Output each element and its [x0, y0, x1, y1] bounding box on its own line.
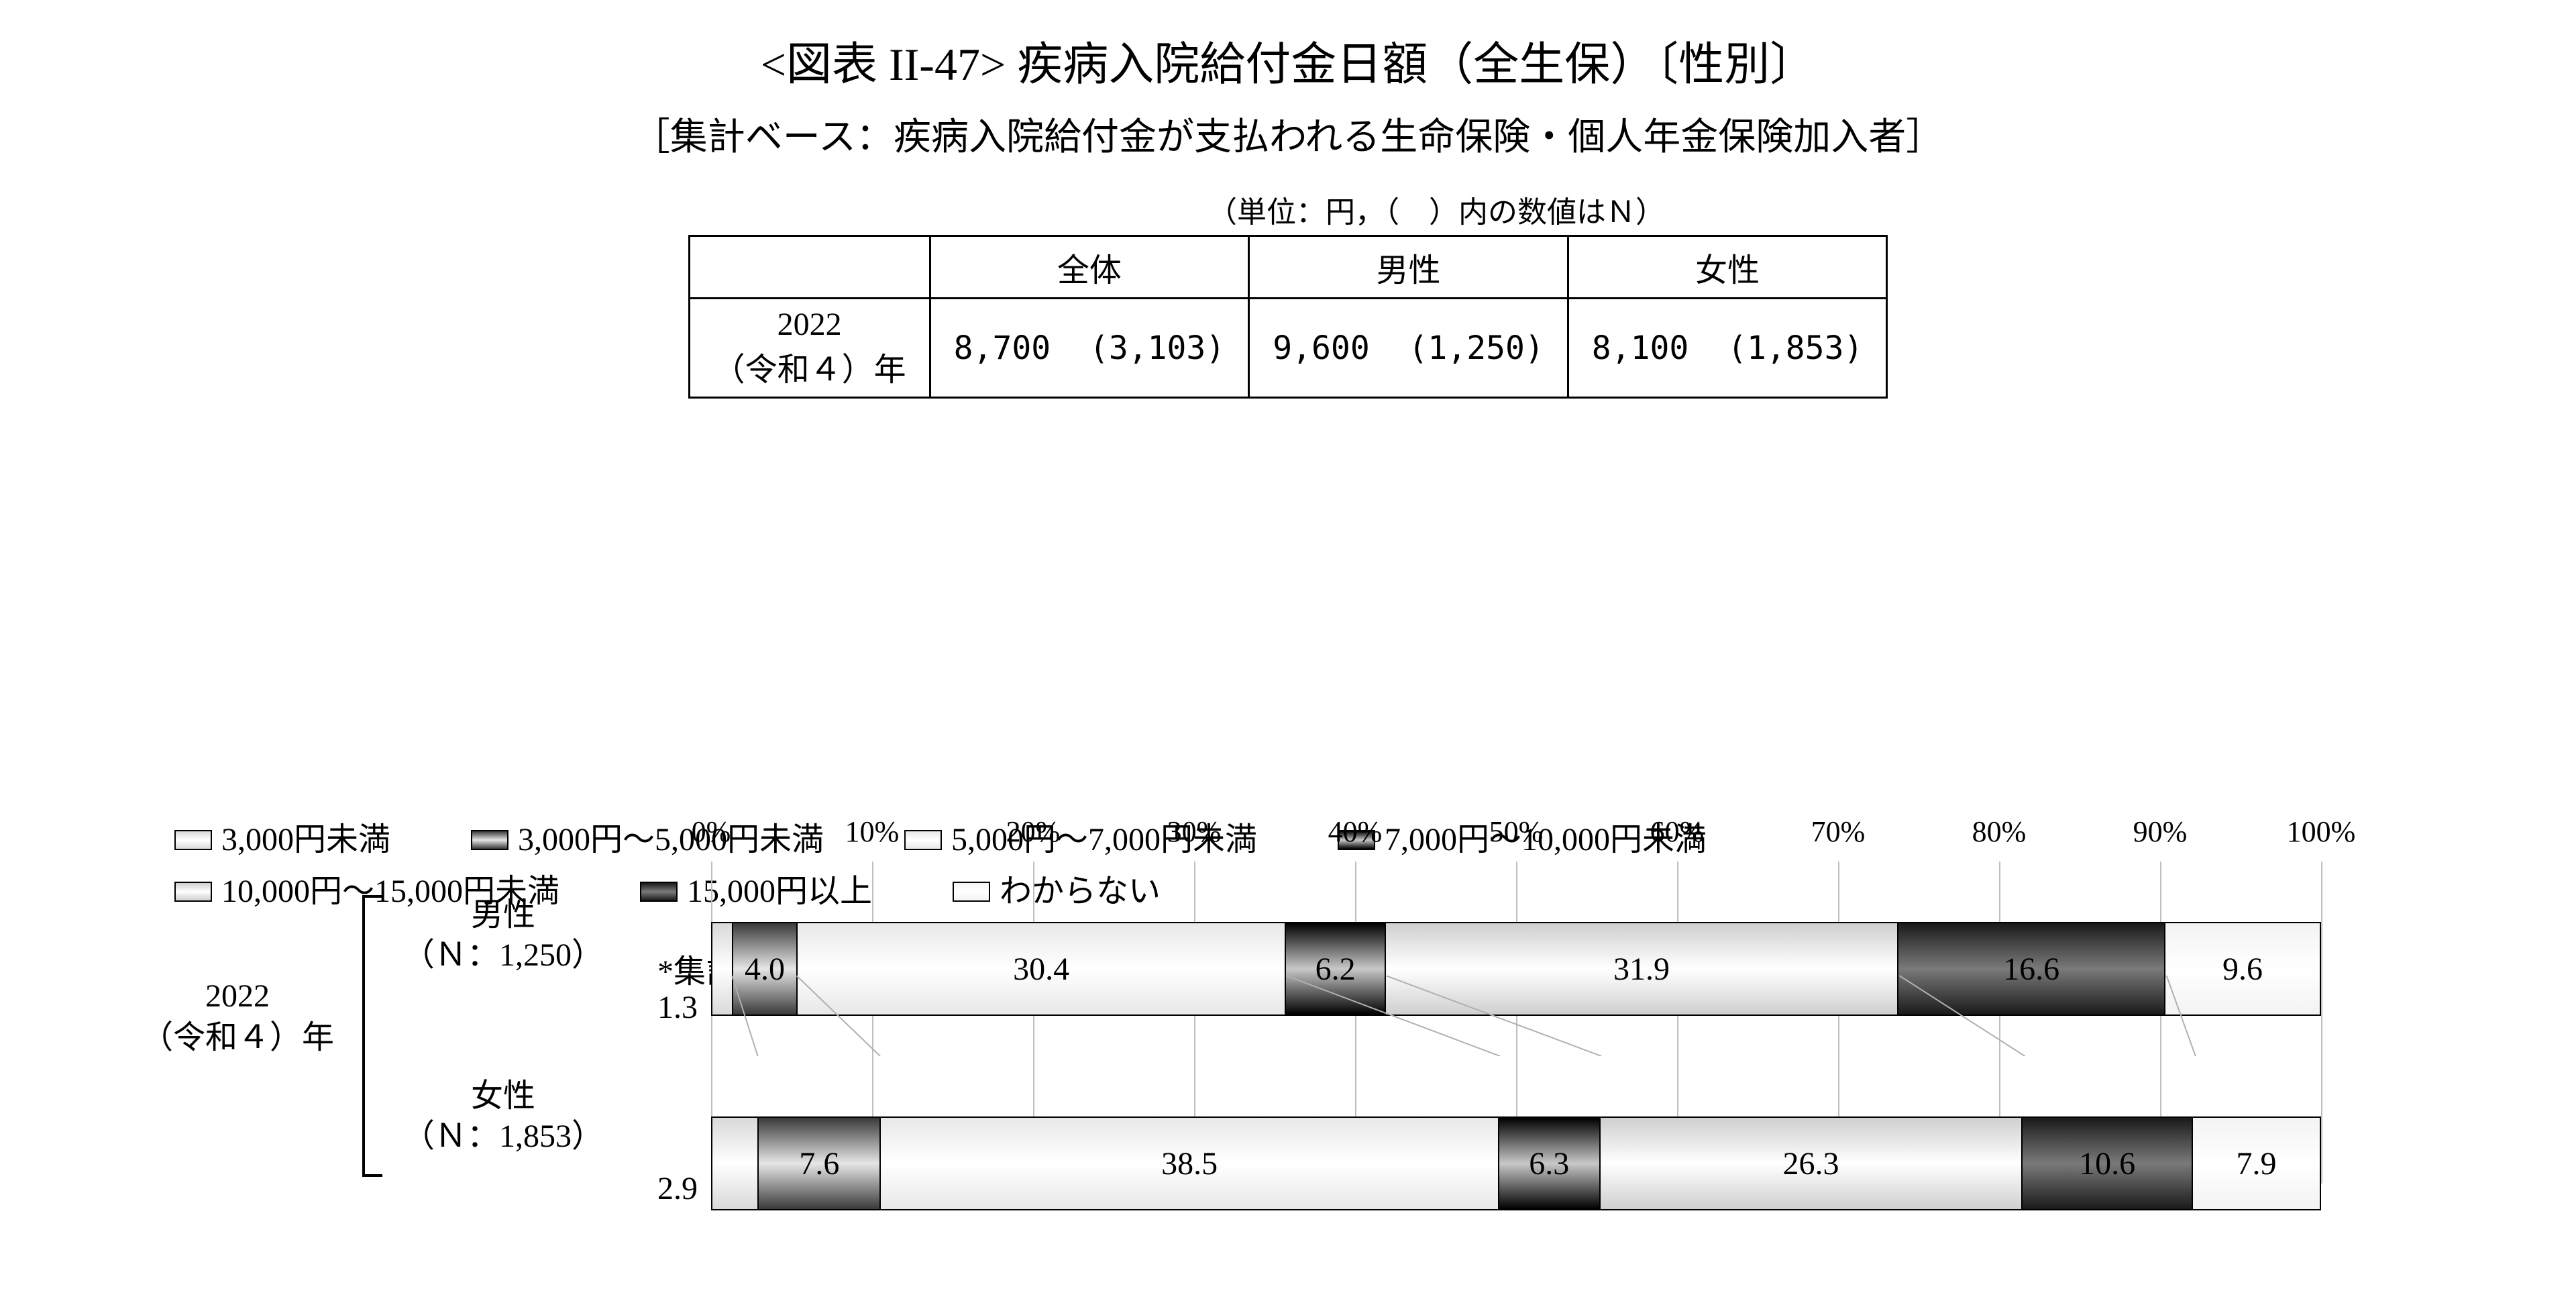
x-tick-label: 20%	[1006, 815, 1061, 849]
bar-segment: 30.4	[798, 923, 1286, 1014]
bar-male: 4.0 30.4 6.2 31.9 16.6 9.6	[711, 922, 2321, 1016]
bar-row-male: 4.0 30.4 6.2 31.9 16.6 9.6	[711, 922, 2321, 1016]
summary-col-male: 男性	[1249, 236, 1568, 299]
x-tick-label: 0%	[692, 815, 731, 849]
plot-area: 0%10%20%30%40%50%60%70%80%90%100% 4.030.…	[711, 815, 2321, 1083]
bar-segment-value: 30.4	[1013, 951, 1069, 988]
x-tick-label: 90%	[2133, 815, 2188, 849]
summary-male-cell: 9,600 (1,250)	[1249, 299, 1568, 398]
bar-segment: 6.2	[1286, 923, 1386, 1014]
bar-segment: 6.3	[1499, 1118, 1601, 1209]
legend-swatch	[174, 882, 212, 902]
x-tick-label: 10%	[845, 815, 900, 849]
legend-swatch	[174, 830, 212, 850]
bar-row-female: 7.6 38.5 6.3 26.3 10.6 7.9	[711, 1116, 2321, 1210]
bar-segment: 38.5	[881, 1118, 1499, 1209]
row-label-male-n: （Ｎ：1,250）	[402, 937, 604, 973]
bar-segment: 7.6	[759, 1118, 881, 1209]
row-label-female-n: （Ｎ：1,853）	[402, 1118, 604, 1154]
stacked-bar-chart: 2022 （令和４）年 男性 （Ｎ：1,250） 女性 （Ｎ：1,853） 0%…	[148, 815, 2428, 992]
bar-segment	[712, 923, 733, 1014]
figure-title: <図表 II-47> 疾病入院給付金日額（全生保）〔性別〕	[40, 27, 2536, 93]
bar-segment-value: 26.3	[1782, 1145, 1839, 1182]
bar-segment: 31.9	[1386, 923, 1898, 1014]
bar-segment: 7.9	[2193, 1118, 2320, 1209]
row-label-female: 女性 （Ｎ：1,853）	[402, 1076, 604, 1157]
bar-segment-value: 6.3	[1529, 1145, 1569, 1182]
bar-segment: 16.6	[1898, 923, 2165, 1014]
legend-item: 3,000円未満	[174, 815, 390, 866]
summary-data-row: 2022 （令和４）年 8,700 (3,103) 9,600 (1,250) …	[689, 299, 1887, 398]
bar-segment-value: 31.9	[1613, 951, 1670, 988]
x-tick-label: 50%	[1489, 815, 1544, 849]
x-axis-ticks: 0%10%20%30%40%50%60%70%80%90%100%	[711, 815, 2321, 855]
bar-segment-value: 4.0	[745, 951, 785, 988]
summary-corner-cell	[689, 236, 930, 299]
bar-segment-value: 10.6	[2079, 1145, 2135, 1182]
legend-label: 3,000円未満	[221, 815, 390, 866]
summary-total-cell: 8,700 (3,103)	[930, 299, 1249, 398]
summary-col-total: 全体	[930, 236, 1249, 299]
x-tick-label: 30%	[1167, 815, 1222, 849]
pullout-female: 2.9	[657, 1170, 698, 1207]
summary-row-label: 2022 （令和４）年	[689, 299, 930, 398]
x-tick-label: 60%	[1650, 815, 1705, 849]
bar-segment-value: 9.6	[2222, 951, 2263, 988]
bar-female: 7.6 38.5 6.3 26.3 10.6 7.9	[711, 1116, 2321, 1210]
bar-segment-value: 38.5	[1161, 1145, 1218, 1182]
row-label-male-text: 男性	[471, 897, 535, 933]
summary-table: 全体 男性 女性 2022 （令和４）年 8,700 (3,103) 9,600…	[688, 235, 1888, 399]
bar-segment-value: 7.9	[2236, 1145, 2276, 1182]
x-tick-label: 70%	[1811, 815, 1866, 849]
legend-swatch	[640, 882, 678, 902]
summary-female-cell: 8,100 (1,853)	[1568, 299, 1887, 398]
figure-subtitle: ［集計ベース：疾病入院給付金が支払われる生命保険・個人年金保険加入者］	[40, 107, 2536, 161]
legend-swatch	[471, 830, 508, 850]
bar-segment-value: 6.2	[1316, 951, 1356, 988]
summary-header-row: 全体 男性 女性	[689, 236, 1887, 299]
bar-segment: 10.6	[2023, 1118, 2193, 1209]
row-label-male: 男性 （Ｎ：1,250）	[402, 895, 604, 976]
bar-segment: 26.3	[1601, 1118, 2023, 1209]
x-tick-label: 100%	[2287, 815, 2356, 849]
x-tick-label: 80%	[1972, 815, 2027, 849]
year-group-label: 2022 （令和４）年	[141, 976, 334, 1059]
bar-segment-value: 7.6	[799, 1145, 839, 1182]
bar-segment	[712, 1118, 759, 1209]
x-tick-label: 40%	[1328, 815, 1383, 849]
bar-segment-value: 16.6	[2003, 951, 2059, 988]
pullout-male: 1.3	[657, 989, 698, 1026]
bar-segment: 4.0	[733, 923, 798, 1014]
row-label-female-text: 女性	[471, 1078, 535, 1114]
bar-segment: 9.6	[2165, 923, 2320, 1014]
summary-col-female: 女性	[1568, 236, 1887, 299]
unit-note: （単位：円，（ ）内の数値はＮ）	[1208, 188, 2536, 231]
year-group-bracket	[362, 895, 382, 1177]
